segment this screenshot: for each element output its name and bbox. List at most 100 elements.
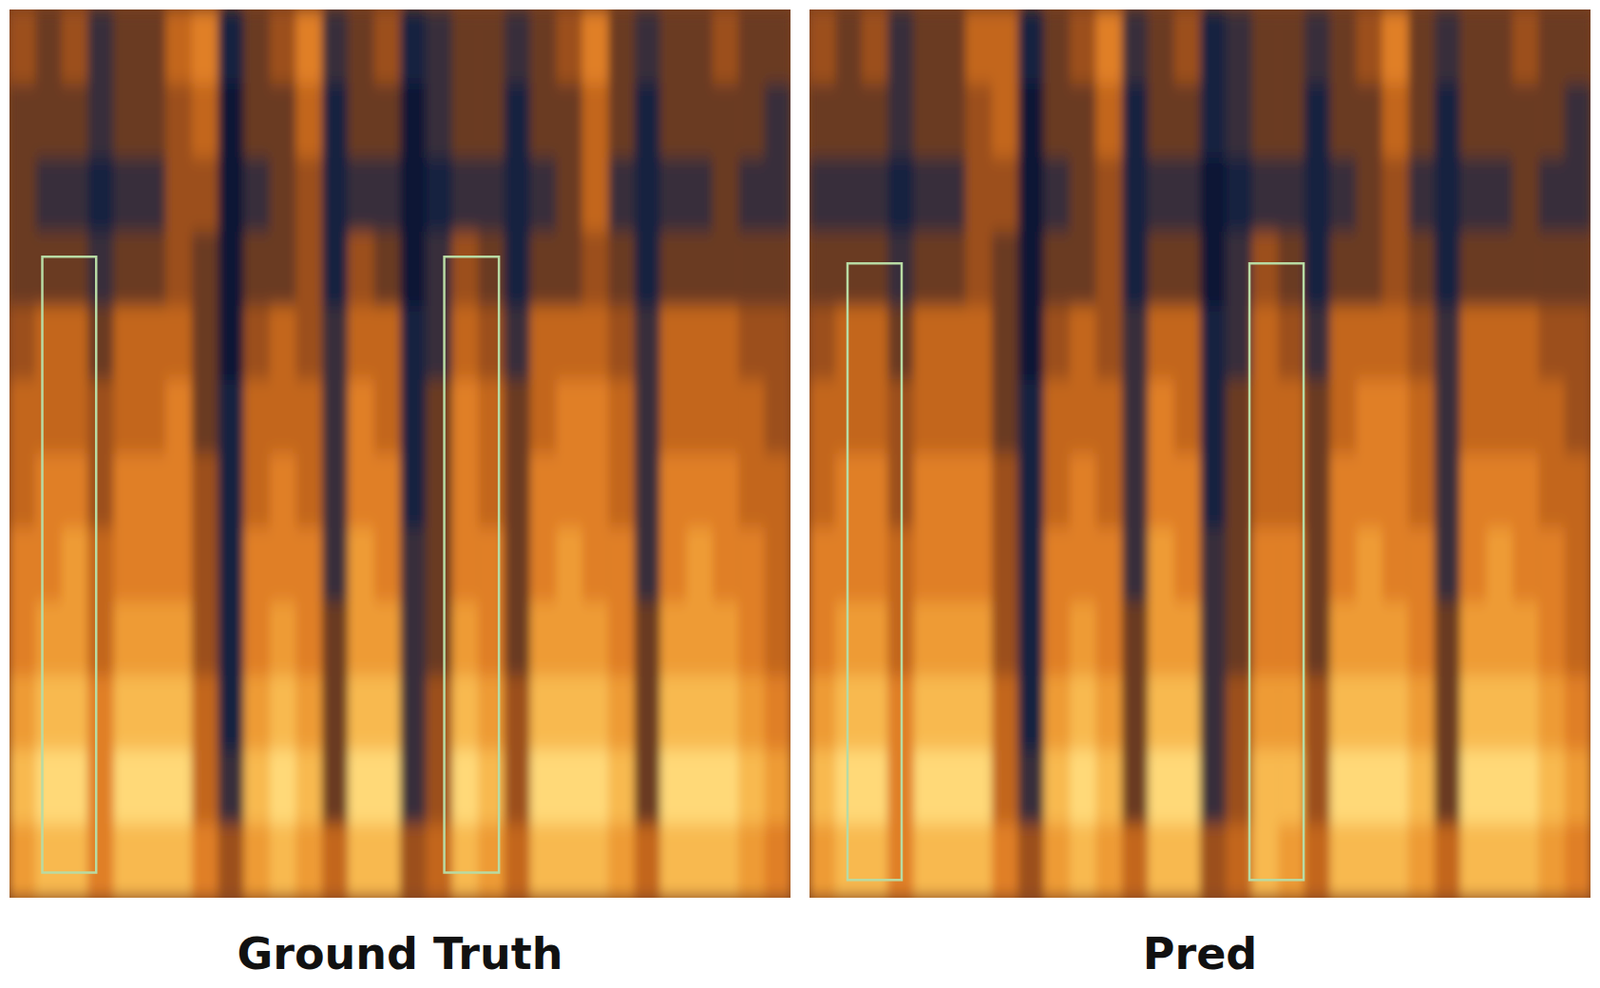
cell	[1252, 454, 1279, 530]
cell	[1304, 601, 1332, 677]
cell	[530, 454, 557, 530]
cells	[9, 9, 791, 898]
cell	[1095, 9, 1123, 85]
cell	[114, 527, 141, 603]
cell	[1044, 454, 1071, 530]
cell	[322, 305, 349, 381]
cell	[1069, 231, 1097, 307]
cell	[295, 157, 323, 233]
cell	[738, 823, 765, 898]
cell	[1460, 83, 1487, 159]
cell	[764, 749, 791, 825]
cell	[425, 601, 453, 677]
cell	[347, 823, 375, 898]
cell	[685, 527, 713, 603]
cell	[1485, 380, 1513, 456]
cell	[634, 601, 662, 677]
cell	[374, 231, 401, 307]
cell	[1408, 675, 1435, 751]
cell	[835, 231, 862, 307]
cell	[1434, 823, 1462, 898]
cell	[504, 749, 532, 825]
cell	[835, 83, 862, 159]
cell	[322, 749, 349, 825]
cell	[347, 454, 375, 530]
cell	[1304, 454, 1332, 530]
cell	[1355, 749, 1383, 825]
cell	[1122, 9, 1149, 85]
cell	[1200, 305, 1227, 381]
cell	[1408, 454, 1435, 530]
cell	[87, 9, 115, 85]
cell	[477, 823, 505, 898]
cell	[452, 749, 479, 825]
cell	[9, 157, 37, 233]
cell	[504, 601, 532, 677]
cell	[1538, 454, 1565, 530]
cell	[139, 454, 167, 530]
cell	[87, 380, 115, 456]
cell	[244, 83, 271, 159]
cell	[685, 305, 713, 381]
cell	[608, 527, 635, 603]
cell	[400, 823, 427, 898]
cell	[1044, 231, 1071, 307]
cell	[1122, 83, 1149, 159]
cell	[1304, 83, 1332, 159]
cell	[1460, 305, 1487, 381]
cell	[1485, 9, 1513, 85]
cell	[764, 527, 791, 603]
cell	[738, 601, 765, 677]
cell	[295, 380, 323, 456]
cell	[1460, 749, 1487, 825]
cell	[114, 749, 141, 825]
cell	[1277, 9, 1305, 85]
cell	[1122, 231, 1149, 307]
cell	[452, 454, 479, 530]
cell	[1252, 231, 1279, 307]
cell	[1147, 749, 1175, 825]
cell	[191, 231, 219, 307]
cell	[1460, 454, 1487, 530]
cell	[861, 157, 889, 233]
cell	[217, 305, 245, 381]
cell	[1330, 675, 1357, 751]
cell	[1122, 749, 1149, 825]
cell	[139, 83, 167, 159]
cells	[809, 9, 1591, 898]
cell	[1538, 675, 1565, 751]
cell	[764, 305, 791, 381]
cell	[582, 454, 610, 530]
cell	[861, 305, 889, 381]
cell	[914, 749, 941, 825]
cell	[165, 305, 192, 381]
cell	[477, 157, 505, 233]
cell	[1382, 9, 1410, 85]
cell	[9, 231, 37, 307]
cell	[685, 380, 713, 456]
cell	[914, 527, 941, 603]
cell	[35, 231, 62, 307]
cell	[244, 231, 271, 307]
cell	[295, 83, 323, 159]
cell	[139, 305, 167, 381]
cell	[965, 380, 992, 456]
cell	[530, 601, 557, 677]
cell	[530, 305, 557, 381]
cell	[835, 380, 862, 456]
cell	[530, 9, 557, 85]
cell	[861, 527, 889, 603]
panel	[809, 9, 1592, 899]
cell	[861, 749, 889, 825]
cell	[1174, 157, 1201, 233]
cell	[861, 675, 889, 751]
cell	[991, 305, 1019, 381]
cell	[244, 380, 271, 456]
cell	[738, 749, 765, 825]
cell	[1017, 157, 1045, 233]
cell	[712, 231, 740, 307]
cell	[914, 231, 941, 307]
cell	[1355, 454, 1383, 530]
cell	[835, 823, 862, 898]
cell	[374, 527, 401, 603]
